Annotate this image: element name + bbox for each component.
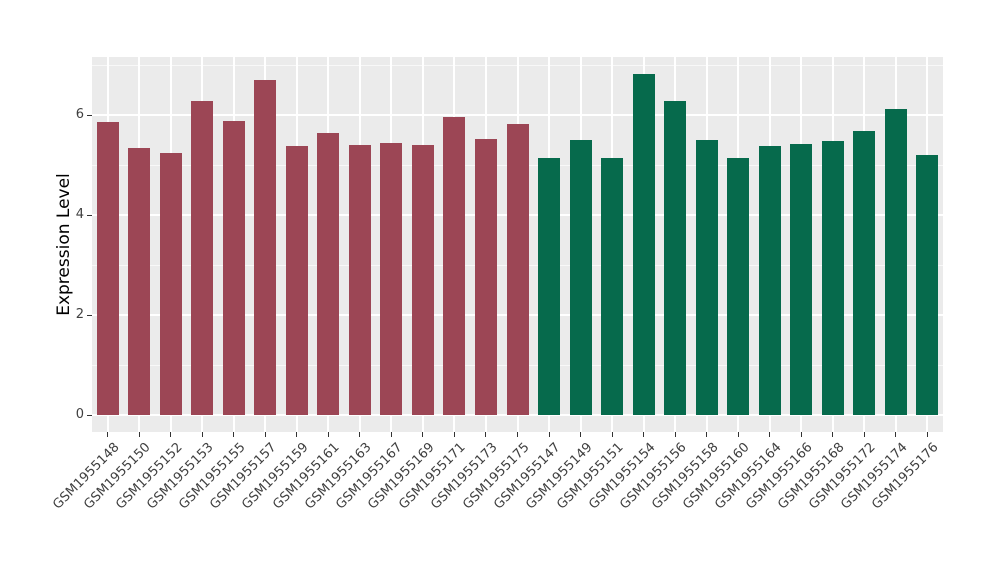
x-tick-mark: [611, 432, 613, 437]
x-tick-mark: [453, 432, 455, 437]
x-tick-mark: [517, 432, 518, 437]
bar-GSM1955148: [96, 121, 119, 415]
x-tick-mark: [485, 432, 487, 437]
x-tick-mark: [706, 432, 708, 437]
x-tick-mark: [107, 432, 109, 437]
bar-GSM1955176: [916, 154, 939, 415]
horizontal-major-gridline: [92, 414, 943, 416]
bar-GSM1955160: [727, 157, 750, 415]
bar-GSM1955149: [569, 139, 592, 415]
bar-GSM1955172: [853, 130, 876, 415]
x-tick-mark: [264, 432, 266, 437]
x-tick-mark: [832, 432, 834, 437]
y-tick-mark: [87, 114, 92, 116]
bar-GSM1955157: [254, 80, 277, 415]
bar-GSM1955151: [601, 157, 624, 415]
bar-GSM1955167: [380, 142, 403, 415]
bar-GSM1955163: [348, 145, 371, 415]
horizontal-major-gridline: [92, 114, 943, 116]
x-tick-mark: [800, 432, 802, 437]
x-tick-mark: [201, 432, 203, 437]
bar-GSM1955147: [538, 157, 561, 415]
bar-GSM1955150: [128, 147, 151, 415]
y-tick-label: 4: [75, 207, 84, 222]
bar-GSM1955171: [443, 116, 466, 415]
x-tick-mark: [674, 432, 676, 437]
chart-panel: [92, 57, 943, 432]
bar-GSM1955153: [191, 101, 214, 415]
bar-GSM1955168: [821, 141, 844, 415]
x-tick-mark: [548, 432, 550, 437]
x-tick-mark: [863, 432, 865, 437]
bar-GSM1955154: [632, 74, 655, 415]
bar-GSM1955164: [758, 145, 781, 415]
x-tick-mark: [769, 432, 771, 437]
x-tick-mark: [737, 432, 739, 437]
y-tick-mark: [87, 414, 92, 416]
x-tick-mark: [327, 432, 329, 437]
bar-GSM1955173: [474, 139, 497, 415]
x-tick-mark: [233, 432, 235, 437]
bar-GSM1955169: [411, 144, 434, 415]
x-tick-mark: [643, 432, 645, 437]
bar-GSM1955161: [317, 132, 340, 415]
x-tick-mark: [895, 432, 897, 437]
x-tick-mark: [296, 432, 298, 437]
bar-GSM1955166: [790, 143, 813, 415]
bar-GSM1955175: [506, 124, 529, 415]
horizontal-minor-gridline: [92, 64, 943, 66]
y-tick-mark: [87, 214, 92, 216]
bar-GSM1955159: [285, 146, 308, 415]
y-tick-mark: [87, 314, 92, 316]
bar-GSM1955156: [664, 101, 687, 415]
bar-GSM1955155: [222, 120, 245, 415]
x-tick-mark: [390, 432, 392, 437]
x-tick-mark: [580, 432, 582, 437]
y-tick-label: 6: [75, 107, 84, 122]
x-tick-mark: [138, 432, 140, 437]
bar-GSM1955174: [884, 109, 907, 415]
y-tick-label: 0: [75, 407, 84, 422]
x-tick-mark: [170, 432, 172, 437]
bar-GSM1955152: [159, 153, 182, 415]
x-tick-mark: [926, 432, 928, 437]
bar-GSM1955158: [695, 140, 718, 415]
x-tick-mark: [422, 432, 424, 437]
x-tick-mark: [359, 432, 361, 437]
y-tick-label: 2: [75, 307, 84, 322]
